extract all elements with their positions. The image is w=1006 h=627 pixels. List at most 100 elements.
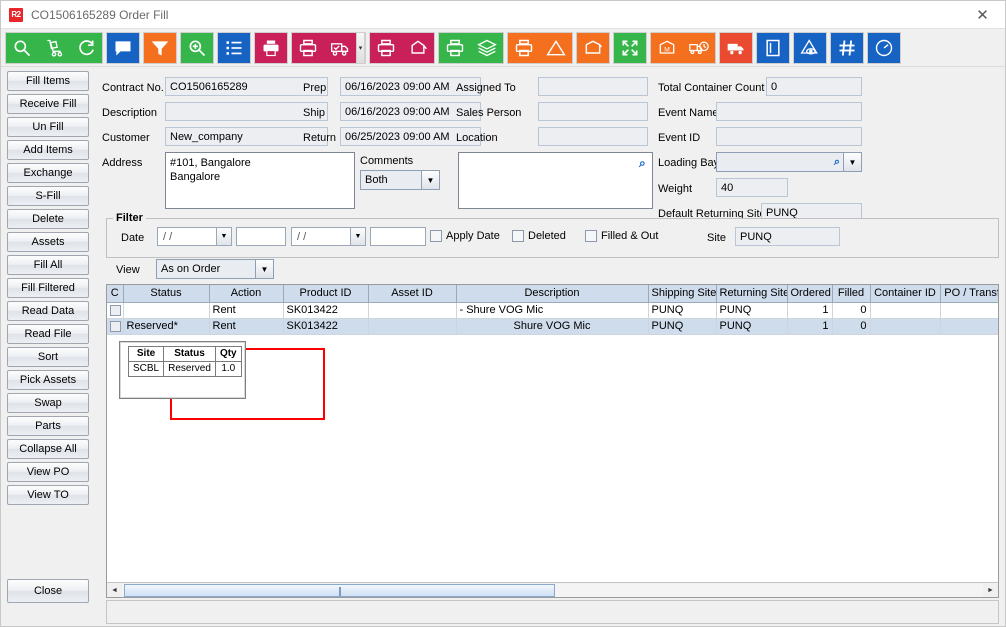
column-header-ordered[interactable]: Ordered (787, 285, 833, 303)
customer-field[interactable]: New_company (165, 127, 328, 146)
view-select[interactable]: As on Order ▼ (156, 259, 274, 279)
time-to-input[interactable] (370, 227, 426, 246)
refresh-icon[interactable] (70, 32, 102, 63)
toolbar-overflow-button[interactable]: ▾ (356, 32, 365, 63)
contract-no-field[interactable]: CO1506165289 (165, 77, 328, 96)
hand-truck-icon[interactable] (38, 32, 70, 63)
sidebar-item-delete[interactable]: Delete (7, 209, 89, 229)
row-checkbox[interactable] (110, 304, 121, 316)
row-checkbox[interactable] (110, 320, 121, 332)
sidebar-item-fill-items[interactable]: Fill Items (7, 71, 89, 91)
ship-field[interactable]: 06/16/2023 09:00 AM (340, 102, 481, 121)
sidebar-item-read-data[interactable]: Read Data (7, 301, 89, 321)
sidebar-item-swap[interactable]: Swap (7, 393, 89, 413)
print-label-icon[interactable] (370, 32, 402, 63)
zoom-in-icon[interactable] (181, 32, 213, 63)
print-truck-check-icon[interactable] (324, 32, 356, 63)
total-container-count-field[interactable]: 0 (766, 77, 862, 96)
event-id-field[interactable] (716, 127, 862, 146)
search-icon[interactable] (6, 32, 38, 63)
filter-icon[interactable] (144, 32, 176, 63)
deleted-checkbox[interactable]: Deleted (512, 230, 566, 242)
book-icon[interactable] (757, 32, 789, 63)
time-from-input[interactable] (236, 227, 286, 246)
prep-field[interactable]: 06/16/2023 09:00 AM (340, 77, 481, 96)
horizontal-scrollbar[interactable]: ◄ ► (107, 582, 998, 597)
sidebar-item-add-items[interactable]: Add Items (7, 140, 89, 160)
date-to-input[interactable]: / / ▼ (291, 227, 366, 246)
print-tag-icon[interactable] (402, 32, 434, 63)
print-icon[interactable] (255, 32, 287, 63)
return-field[interactable]: 06/25/2023 09:00 AM (340, 127, 481, 146)
search-icon[interactable]: ⌕ (833, 155, 840, 168)
sidebar-item-sort[interactable]: Sort (7, 347, 89, 367)
column-header-action[interactable]: Action (209, 285, 284, 303)
column-header-product-id[interactable]: Product ID (283, 285, 369, 303)
scrollbar-thumb[interactable] (124, 583, 555, 597)
column-header-status[interactable]: Status (123, 285, 210, 303)
filled-and-out-checkbox[interactable]: Filled & Out (585, 230, 658, 242)
sidebar-item-fill-all[interactable]: Fill All (7, 255, 89, 275)
container-icon[interactable] (577, 32, 609, 63)
sidebar-item-view-to[interactable]: View TO (7, 485, 89, 505)
close-button[interactable]: Close (7, 579, 89, 603)
table-row[interactable]: Rent SK013422 - Shure VOG Mic PUNQ PUNQ … (107, 302, 998, 319)
row-checkbox-cell[interactable] (107, 318, 124, 335)
sidebar-item-assets[interactable]: Assets (7, 232, 89, 252)
apply-date-checkbox[interactable]: Apply Date (430, 230, 500, 242)
loading-bay-select[interactable]: ⌕ ▼ (716, 152, 862, 172)
print-stack-icon[interactable] (439, 32, 471, 63)
list-icon[interactable] (218, 32, 250, 63)
column-header-description[interactable]: Description (456, 285, 649, 303)
sidebar-item-receive-fill[interactable]: Receive Fill (7, 94, 89, 114)
sidebar-item-pick-assets[interactable]: Pick Assets (7, 370, 89, 390)
comments-select[interactable]: Both ▼ (360, 170, 440, 190)
assigned-to-field[interactable] (538, 77, 648, 96)
column-header-po-transfer[interactable]: PO / Transfer (940, 285, 998, 303)
description-field[interactable] (165, 102, 328, 121)
expand-icon[interactable] (614, 32, 646, 63)
address-field[interactable]: #101, Bangalore Bangalore (165, 152, 355, 209)
date-from-input[interactable]: / / ▼ (157, 227, 232, 246)
column-header-filled[interactable]: Filled (832, 285, 871, 303)
sales-person-field[interactable] (538, 102, 648, 121)
warning-triangle-icon[interactable] (540, 32, 572, 63)
comments-text-field[interactable] (458, 152, 653, 209)
subgrid-row[interactable]: SCBL Reserved 1.0 (127, 360, 242, 377)
sidebar-item-un-fill[interactable]: Un Fill (7, 117, 89, 137)
column-header-shipping-site[interactable]: Shipping Site (648, 285, 717, 303)
truck-icon[interactable] (720, 32, 752, 63)
site-field[interactable]: PUNQ (735, 227, 840, 246)
table-row[interactable]: Reserved* Rent SK013422 Shure VOG Mic PU… (107, 318, 998, 335)
sidebar-item-exchange[interactable]: Exchange (7, 163, 89, 183)
sidebar-item-view-po[interactable]: View PO (7, 462, 89, 482)
close-icon[interactable]: ✕ (976, 6, 989, 24)
row-checkbox-cell[interactable] (107, 302, 124, 319)
default-returning-site-field[interactable]: PUNQ (761, 203, 862, 222)
column-header-asset-id[interactable]: Asset ID (368, 285, 457, 303)
truck-clock-icon[interactable] (683, 32, 715, 63)
event-name-field[interactable] (716, 102, 862, 121)
sidebar-item-fill-filtered[interactable]: Fill Filtered (7, 278, 89, 298)
weight-field[interactable]: 40 (716, 178, 788, 197)
gauge-icon[interactable] (868, 32, 900, 63)
warning-eye-icon[interactable] (794, 32, 826, 63)
location-field[interactable] (538, 127, 648, 146)
scroll-left-icon[interactable]: ◄ (111, 586, 118, 594)
scroll-right-icon[interactable]: ► (987, 586, 994, 594)
sidebar-item-parts[interactable]: Parts (7, 416, 89, 436)
column-header-container-id[interactable]: Container ID (870, 285, 941, 303)
sidebar-item-read-file[interactable]: Read File (7, 324, 89, 344)
layers-icon[interactable] (471, 32, 503, 63)
column-header-returning-site[interactable]: Returning Site (716, 285, 788, 303)
container-m-icon[interactable]: M (651, 32, 683, 63)
hash-icon[interactable] (831, 32, 863, 63)
print-warning-icon[interactable] (508, 32, 540, 63)
comment-icon[interactable] (107, 32, 139, 63)
search-icon[interactable]: ⌕ (639, 156, 646, 170)
sidebar-item-s-fill[interactable]: S-Fill (7, 186, 89, 206)
column-header-c[interactable]: C (107, 285, 124, 303)
print-truck-icon[interactable] (292, 32, 324, 63)
scrollbar-track[interactable] (122, 583, 983, 597)
sidebar-item-collapse-all[interactable]: Collapse All (7, 439, 89, 459)
